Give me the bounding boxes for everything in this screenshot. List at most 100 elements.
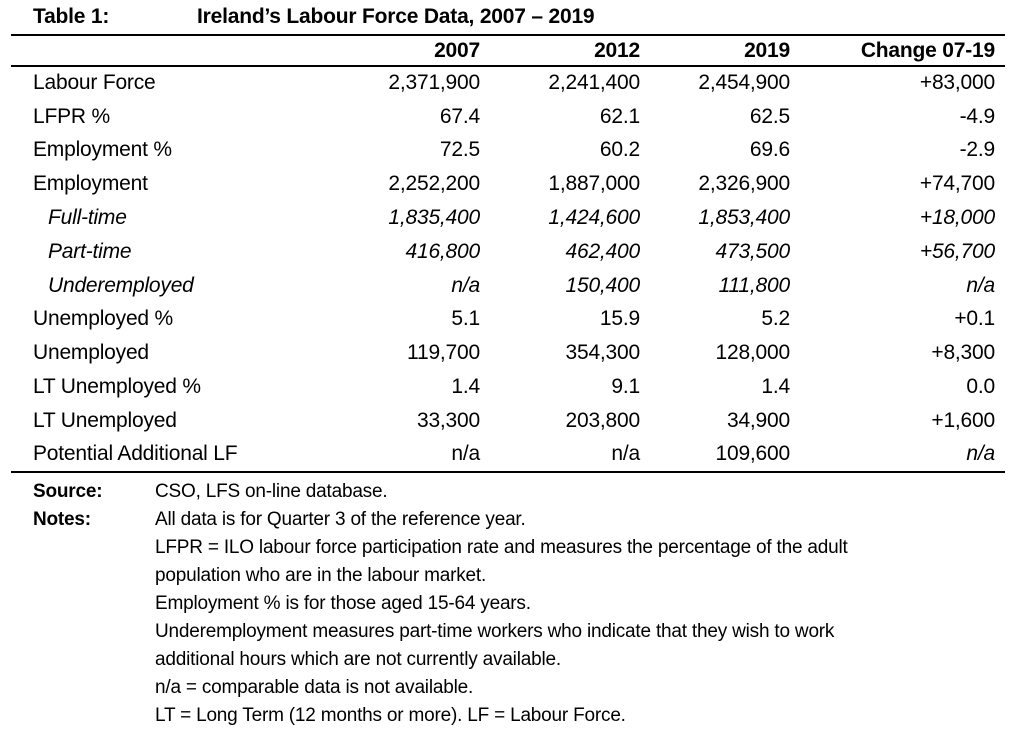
source-row: Source: CSO, LFS on-line database. <box>11 478 1005 506</box>
cell-value: 1,853,400 <box>698 206 790 230</box>
cell-value: 1,887,000 <box>548 172 640 196</box>
note-line: Underemployment measures part-time worke… <box>155 620 835 642</box>
cell-value: 462,400 <box>565 239 640 263</box>
row-label: LT Unemployed % <box>33 375 201 399</box>
row-label: Potential Additional LF <box>33 442 238 466</box>
cell-value: 60.2 <box>599 138 640 162</box>
cell-value: 33,300 <box>416 408 480 432</box>
cell-value: 15.9 <box>599 307 640 331</box>
cell-value: 5.1 <box>451 307 480 331</box>
table-row: Potential Additional LF n/a n/a 109,600 n/a <box>11 438 1005 472</box>
cell-value: 0.0 <box>966 375 995 399</box>
row-label: Full-time <box>48 206 127 230</box>
table-row: LT Unemployed % 1.4 9.1 1.4 0.0 <box>11 370 1005 404</box>
row-label: Employment <box>33 172 148 196</box>
note-line: population who are in the labour market. <box>155 564 487 586</box>
cell-value: 128,000 <box>715 341 790 365</box>
table-caption: Ireland’s Labour Force Data, 2007 – 2019 <box>197 5 595 28</box>
cell-value: 150,400 <box>565 273 640 297</box>
source-text: CSO, LFS on-line database. <box>155 478 1005 506</box>
cell-value: +56,700 <box>919 239 995 263</box>
table-row: Labour Force 2,371,900 2,241,400 2,454,900 +… <box>11 66 1005 100</box>
cell-value: 2,252,200 <box>388 172 480 196</box>
notes-text: All data is for Quarter 3 of the referen… <box>155 506 1005 730</box>
cell-value: 1,835,400 <box>388 206 480 230</box>
cell-value: 2,326,900 <box>698 172 790 196</box>
cell-value: +8,300 <box>931 341 995 365</box>
table-row: LT Unemployed 33,300 203,800 34,900 +1,600 <box>11 404 1005 438</box>
labour-force-table: 2007 2012 2019 Change 07-19 Labour Force 2,3… <box>11 36 1005 473</box>
row-label: LT Unemployed <box>33 408 177 432</box>
cell-value: 72.5 <box>439 138 480 162</box>
table-row: Part-time 416,800 462,400 473,500 +56,700 <box>11 235 1005 269</box>
row-label: Underemployed <box>48 273 194 297</box>
header-row: 2007 2012 2019 Change 07-19 <box>11 36 1005 67</box>
cell-value: -2.9 <box>959 138 996 162</box>
cell-value: 62.1 <box>599 104 640 128</box>
cell-value: +74,700 <box>919 172 995 196</box>
cell-value: 416,800 <box>405 239 480 263</box>
notes-label: Notes: <box>33 508 91 530</box>
cell-value: +18,000 <box>919 206 995 230</box>
cell-value: 111,800 <box>718 273 791 297</box>
column-header: 2012 <box>480 36 640 67</box>
table-header: 2007 2012 2019 Change 07-19 <box>11 36 1005 67</box>
table-row: Unemployed % 5.1 15.9 5.2 +0.1 <box>11 303 1005 337</box>
table-title: Table 1: Ireland’s Labour Force Data, 20… <box>11 0 1005 36</box>
cell-value: 119,700 <box>407 341 480 365</box>
note-line: LFPR = ILO labour force participation ra… <box>155 536 848 558</box>
cell-value: -4.9 <box>959 104 996 128</box>
table-body: Labour Force 2,371,900 2,241,400 2,454,900 +… <box>11 66 1005 472</box>
note-line: additional hours which are not currently… <box>155 648 561 670</box>
source-label: Source: <box>33 480 103 502</box>
cell-value: n/a <box>966 442 995 466</box>
cell-value: 354,300 <box>565 341 640 365</box>
row-label: Unemployed % <box>33 307 174 331</box>
cell-value: 473,500 <box>715 239 790 263</box>
row-label: Employment % <box>33 138 172 162</box>
cell-value: n/a <box>451 273 480 297</box>
column-header: Change 07-19 <box>790 36 1005 67</box>
row-label: Unemployed <box>33 341 149 365</box>
table-row: LFPR % 67.4 62.1 62.5 -4.9 <box>11 100 1005 134</box>
cell-value: 1,424,600 <box>548 206 640 230</box>
note-line: Employment % is for those aged 15-64 yea… <box>155 592 531 614</box>
cell-value: +1,600 <box>931 408 995 432</box>
note-line: All data is for Quarter 3 of the referen… <box>155 508 526 530</box>
row-label: LFPR % <box>33 104 110 128</box>
table-row: Employment 2,252,200 1,887,000 2,326,900 +74… <box>11 167 1005 201</box>
cell-value: 67.4 <box>439 104 480 128</box>
cell-value: +83,000 <box>919 71 995 95</box>
note-line: n/a = comparable data is not available. <box>155 676 474 698</box>
cell-value: n/a <box>611 442 640 466</box>
table-row: Underemployed n/a 150,400 111,800 n/a <box>11 269 1005 303</box>
cell-value: 34,900 <box>726 408 790 432</box>
table-row: Unemployed 119,700 354,300 128,000 +8,300 <box>11 336 1005 370</box>
note-line: CSO, LFS on-line database. <box>155 480 388 502</box>
cell-value: 109,600 <box>715 442 790 466</box>
cell-value: 1.4 <box>451 375 480 399</box>
table-row: Full-time 1,835,400 1,424,600 1,853,400 +18,… <box>11 201 1005 235</box>
table-footnotes: Source: CSO, LFS on-line database. Notes… <box>11 473 1005 730</box>
row-label: Labour Force <box>33 71 156 95</box>
column-header: 2019 <box>640 36 790 67</box>
corner-cell <box>11 36 320 67</box>
cell-value: n/a <box>451 442 480 466</box>
cell-value: n/a <box>966 273 995 297</box>
cell-value: 62.5 <box>749 104 790 128</box>
cell-value: 9.1 <box>611 375 640 399</box>
table-number-label: Table 1: <box>33 5 110 28</box>
cell-value: 2,454,900 <box>698 71 790 95</box>
cell-value: 69.6 <box>749 138 790 162</box>
table-row: Employment % 72.5 60.2 69.6 -2.9 <box>11 134 1005 168</box>
notes-row: Notes: All data is for Quarter 3 of the … <box>11 506 1005 730</box>
cell-value: 2,371,900 <box>388 71 480 95</box>
cell-value: 203,800 <box>565 408 640 432</box>
cell-value: 1.4 <box>761 375 790 399</box>
note-line: LT = Long Term (12 months or more). LF =… <box>155 704 626 726</box>
cell-value: 2,241,400 <box>548 71 640 95</box>
row-label: Part-time <box>48 239 132 263</box>
column-header: 2007 <box>320 36 480 67</box>
cell-value: +0.1 <box>954 307 995 331</box>
